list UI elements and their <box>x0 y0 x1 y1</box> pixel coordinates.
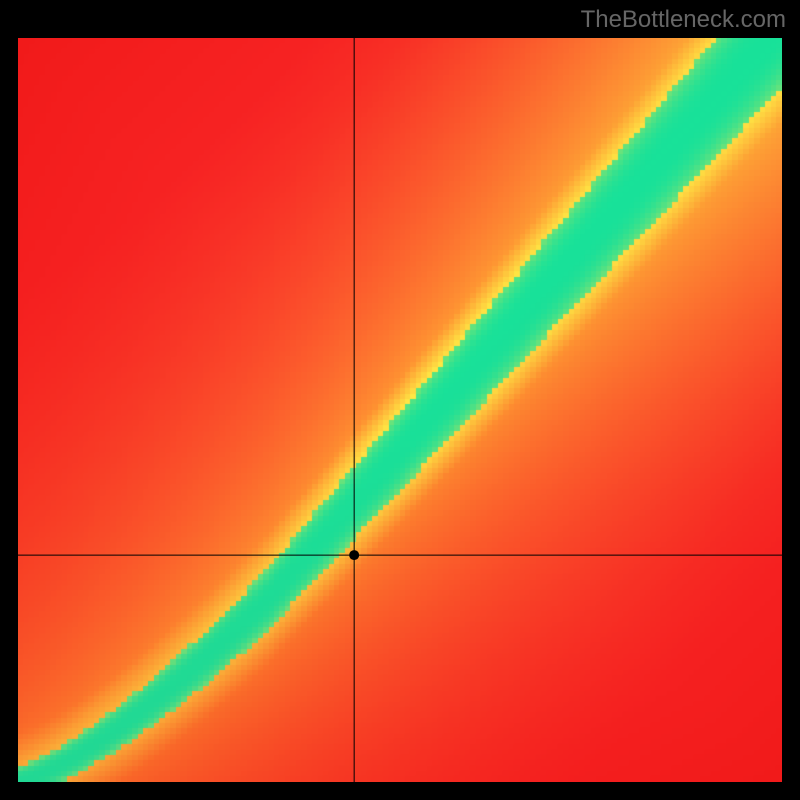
heatmap-plot <box>18 38 782 782</box>
heatmap-canvas <box>18 38 782 782</box>
watermark-text: TheBottleneck.com <box>0 0 800 38</box>
